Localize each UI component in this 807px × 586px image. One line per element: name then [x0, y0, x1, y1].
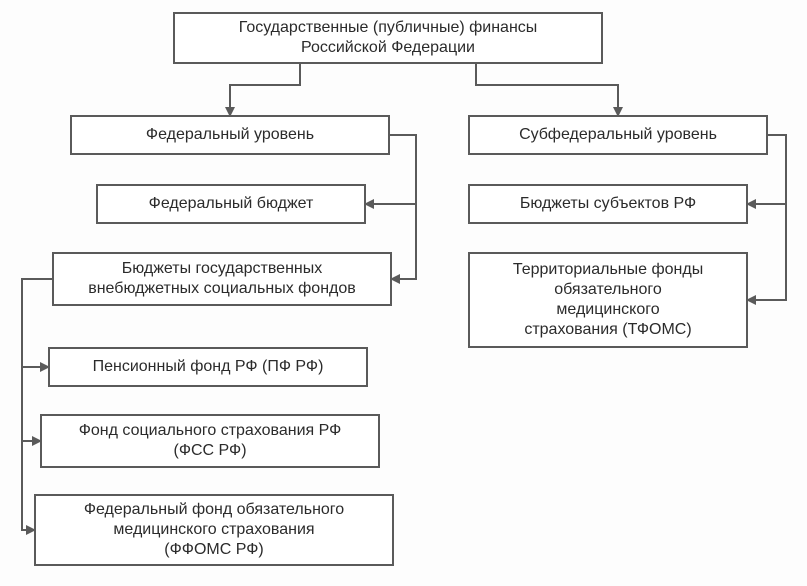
- diagram-canvas: Государственные (публичные) финансыРосси…: [0, 0, 807, 586]
- node-sub-budget: Бюджеты субъектов РФ: [468, 184, 748, 224]
- edge-funds-left-down2: [22, 367, 40, 441]
- edge-sub-right-down2: [748, 204, 786, 300]
- edge-root-fed: [230, 64, 300, 115]
- node-tfoms: Территориальные фондыобязательногомедици…: [468, 252, 748, 348]
- node-fed-funds: Бюджеты государственныхвнебюджетных соци…: [52, 252, 392, 306]
- node-ffoms: Федеральный фонд обязательногомедицинско…: [34, 494, 394, 566]
- edge-funds-left-down3: [22, 441, 34, 530]
- node-root: Государственные (публичные) финансыРосси…: [173, 12, 603, 64]
- node-fed-level: Федеральный уровень: [70, 115, 390, 155]
- node-fss: Фонд социального страхования РФ(ФСС РФ): [40, 414, 380, 468]
- edge-root-sub: [476, 64, 618, 115]
- edge-fed-right-down2: [392, 204, 416, 279]
- node-pf: Пенсионный фонд РФ (ПФ РФ): [48, 347, 368, 387]
- node-fed-budget: Федеральный бюджет: [96, 184, 366, 224]
- node-sub-level: Субфедеральный уровень: [468, 115, 768, 155]
